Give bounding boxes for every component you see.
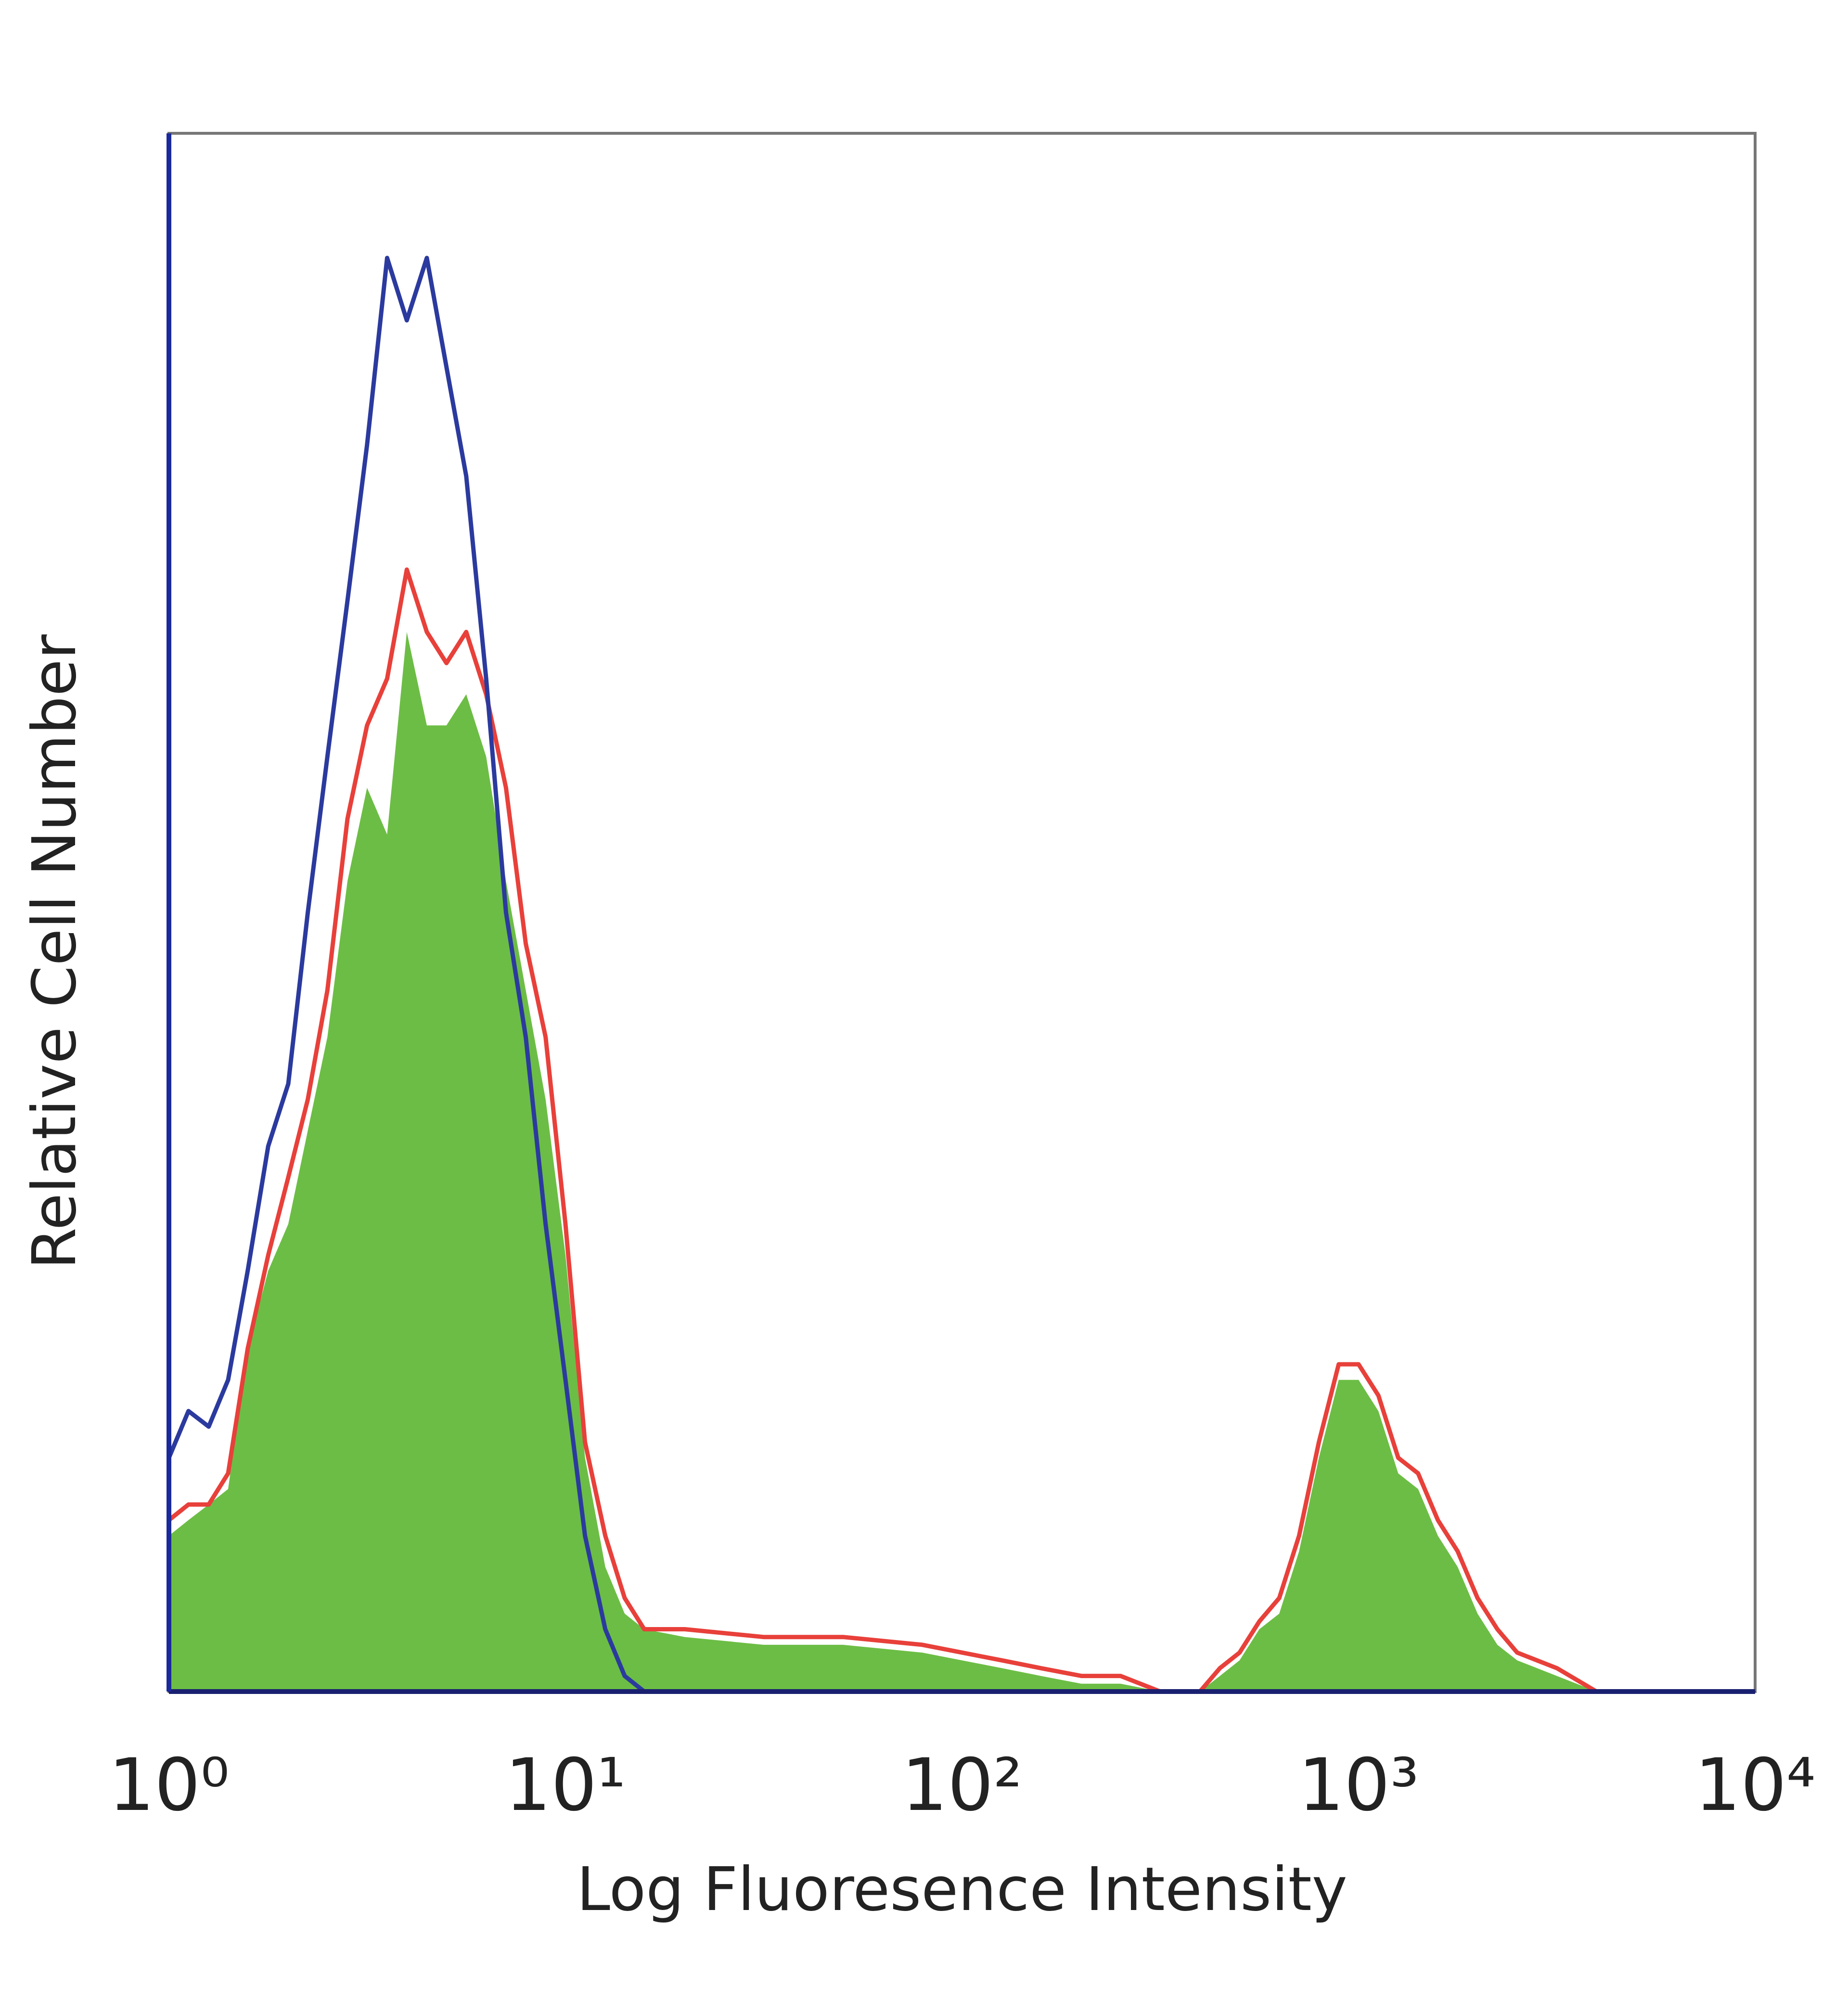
histogram-line (167, 567, 1598, 1694)
y-axis-label: Relative Cell Number (20, 634, 90, 1269)
x-tick-label: 10³ (1298, 1744, 1419, 1827)
x-tick-label: 10² (901, 1744, 1022, 1827)
x-axis-label: Log Fluoresence Intensity (577, 1855, 1348, 1924)
histogram-area (169, 632, 1597, 1692)
x-tick-label: 10⁴ (1694, 1744, 1815, 1827)
x-tick-label: 10¹ (505, 1744, 626, 1827)
x-tick-label: 10⁰ (108, 1744, 229, 1827)
